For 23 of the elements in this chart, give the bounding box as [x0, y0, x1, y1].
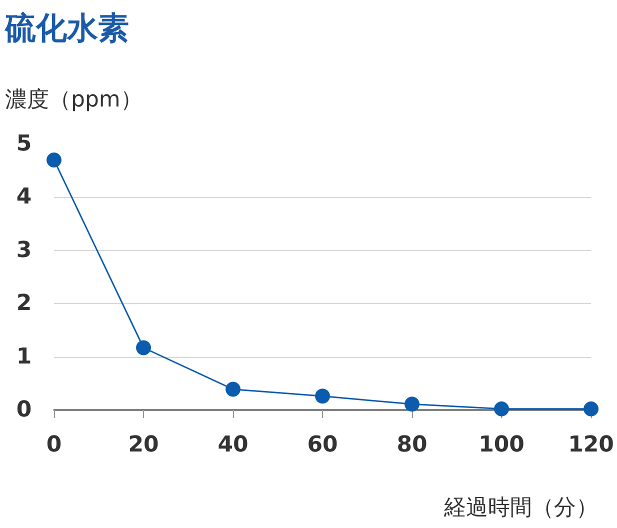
y-tick-label: 1 [16, 344, 32, 370]
x-tick-label: 120 [568, 432, 614, 458]
point [584, 401, 599, 416]
x-tick-label: 0 [46, 432, 62, 458]
y-tick-label: 2 [16, 291, 32, 316]
point [494, 401, 510, 416]
x-tick-label: 80 [396, 432, 428, 458]
x-tick-label: 60 [307, 432, 338, 458]
x-tick-label: 40 [218, 432, 248, 458]
y-tick-label: 3 [16, 238, 32, 263]
point [136, 340, 152, 356]
y-tick-label: 5 [16, 132, 32, 156]
y-tick-label: 4 [16, 184, 32, 210]
x-tick-label: 100 [478, 432, 524, 458]
point [226, 382, 241, 397]
y-tick-label: 0 [16, 398, 32, 422]
x-axis-title: 経過時間（分） [443, 496, 598, 520]
chart-title: 硫化水素 [4, 10, 129, 46]
point [315, 388, 330, 404]
point [404, 396, 420, 412]
point [46, 152, 62, 168]
y-axis-title: 濃度（ppm） [5, 88, 142, 112]
x-tick-label: 20 [128, 432, 159, 458]
